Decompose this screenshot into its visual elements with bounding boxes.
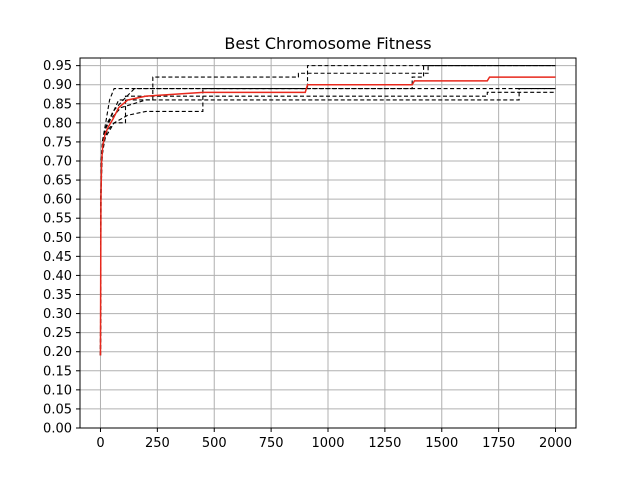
- x-tick-label: 750: [259, 436, 284, 451]
- best-fitness-line: [99, 76, 556, 356]
- y-tick-label: 0.30: [43, 307, 72, 322]
- y-tick-label: 0.45: [43, 250, 72, 265]
- x-tick-label: 2000: [539, 436, 572, 451]
- y-tick-label: 0.20: [43, 345, 72, 360]
- y-tick-label: 0.95: [43, 59, 72, 74]
- y-tick-label: 0.10: [43, 383, 72, 398]
- x-tick-label: 500: [202, 436, 227, 451]
- y-tick-label: 0.55: [43, 212, 72, 227]
- x-tick-label: 1750: [482, 436, 515, 451]
- run-fitness-line-5: [99, 87, 556, 356]
- run-fitness-line-6: [99, 65, 556, 356]
- y-tick-label: 0.35: [43, 288, 72, 303]
- y-tick-label: 0.00: [43, 422, 72, 437]
- x-axis: 0 250 500 750 1000 1250 1500 1750 2000: [96, 428, 572, 451]
- x-tick-label: 1000: [311, 436, 344, 451]
- y-tick-label: 0.75: [43, 135, 72, 150]
- y-tick-label: 0.80: [43, 116, 72, 131]
- y-tick-label: 0.05: [43, 402, 72, 417]
- y-tick-label: 0.25: [43, 326, 72, 341]
- y-tick-label: 0.50: [43, 231, 72, 246]
- y-tick-label: 0.40: [43, 269, 72, 284]
- series-layer: [99, 65, 556, 356]
- y-tick-label: 0.70: [43, 154, 72, 169]
- y-tick-label: 0.15: [43, 364, 72, 379]
- y-tick-label: 0.85: [43, 97, 72, 112]
- x-tick-label: 1250: [368, 436, 401, 451]
- y-tick-label: 0.65: [43, 174, 72, 189]
- x-tick-label: 0: [96, 436, 104, 451]
- x-tick-label: 1500: [425, 436, 458, 451]
- y-axis: 0.00 0.05 0.10 0.15 0.20 0.25 0.30 0.35 0.40 0.45…: [43, 59, 80, 437]
- y-tick-label: 0.90: [43, 78, 72, 93]
- chart-title: Best Chromosome Fitness: [224, 34, 431, 53]
- y-tick-label: 0.60: [43, 193, 72, 208]
- x-tick-label: 250: [145, 436, 170, 451]
